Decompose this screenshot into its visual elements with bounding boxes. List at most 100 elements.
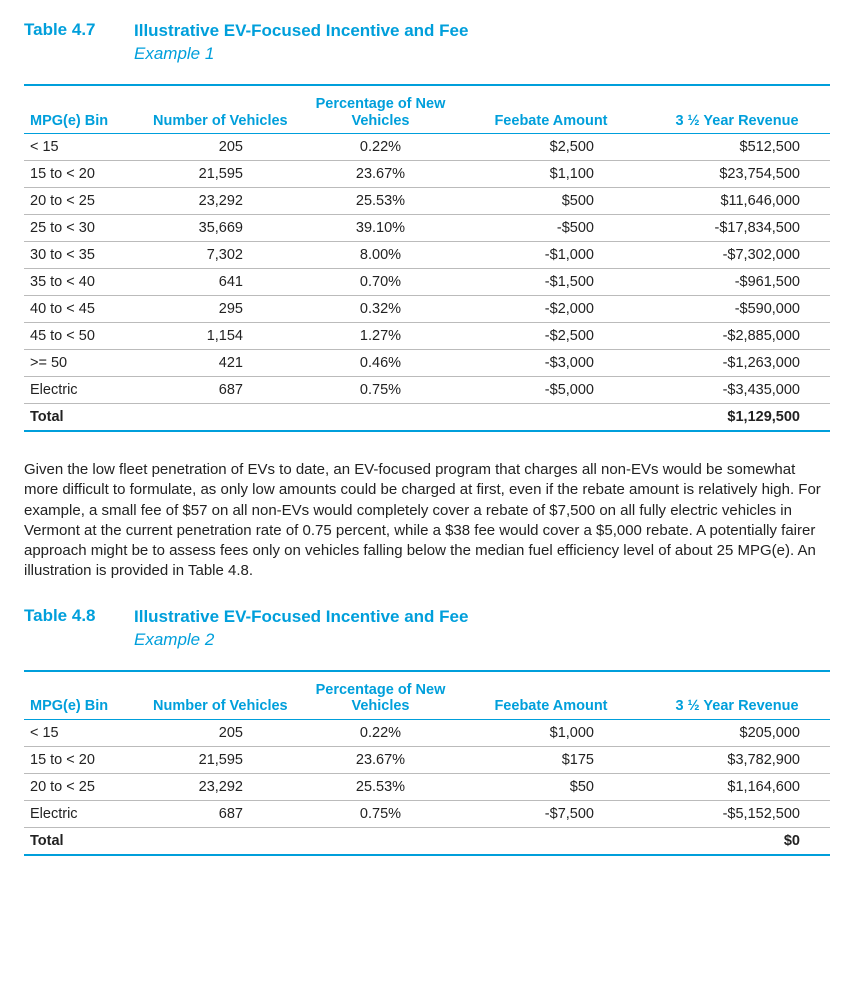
- table-row: < 152050.22%$1,000$205,000: [24, 719, 830, 746]
- cell-revenue: -$590,000: [644, 296, 830, 323]
- cell-pct-new: 0.70%: [303, 269, 458, 296]
- table-row: >= 504210.46%-$3,000-$1,263,000: [24, 350, 830, 377]
- cell-num-vehicles: 21,595: [138, 746, 303, 773]
- cell-pct-new: 0.75%: [303, 377, 458, 404]
- cell-mpg-bin: Electric: [24, 800, 138, 827]
- cell-feebate: -$2,000: [458, 296, 644, 323]
- col-header-revenue: 3 ½ Year Revenue: [644, 676, 830, 720]
- cell-mpg-bin: < 15: [24, 719, 138, 746]
- cell-feebate: -$2,500: [458, 323, 644, 350]
- cell-pct-new: 25.53%: [303, 773, 458, 800]
- cell-feebate: $1,000: [458, 719, 644, 746]
- table-4-8-total-row: Total $0: [24, 827, 830, 855]
- table-4-8: MPG(e) Bin Number of Vehicles Percentage…: [24, 676, 830, 856]
- cell-revenue: $3,782,900: [644, 746, 830, 773]
- table-4-8-title: Illustrative EV-Focused Incentive and Fe…: [134, 606, 830, 628]
- cell-revenue: $1,164,600: [644, 773, 830, 800]
- table-4-7-title-block: Illustrative EV-Focused Incentive and Fe…: [134, 20, 830, 66]
- table-4-8-title-block: Illustrative EV-Focused Incentive and Fe…: [134, 606, 830, 652]
- total-label: Total: [24, 404, 138, 432]
- cell-feebate: $1,100: [458, 161, 644, 188]
- table-4-8-subtitle: Example 2: [134, 628, 830, 652]
- total-revenue: $0: [644, 827, 830, 855]
- table-row: Electric6870.75%-$7,500-$5,152,500: [24, 800, 830, 827]
- cell-num-vehicles: 1,154: [138, 323, 303, 350]
- cell-feebate: $500: [458, 188, 644, 215]
- cell-feebate: -$3,000: [458, 350, 644, 377]
- col-header-pct-new: Percentage of New Vehicles: [303, 90, 458, 134]
- table-row: 30 to < 357,3028.00%-$1,000-$7,302,000: [24, 242, 830, 269]
- col-header-mpg-bin: MPG(e) Bin: [24, 676, 138, 720]
- table-row: 15 to < 2021,59523.67%$1,100$23,754,500: [24, 161, 830, 188]
- col-header-revenue: 3 ½ Year Revenue: [644, 90, 830, 134]
- cell-pct-new: 23.67%: [303, 746, 458, 773]
- cell-num-vehicles: 295: [138, 296, 303, 323]
- cell-revenue: -$961,500: [644, 269, 830, 296]
- table-4-7-title: Illustrative EV-Focused Incentive and Fe…: [134, 20, 830, 42]
- table-4-7-subtitle: Example 1: [134, 42, 830, 66]
- cell-feebate: -$500: [458, 215, 644, 242]
- table-row: 15 to < 2021,59523.67%$175$3,782,900: [24, 746, 830, 773]
- cell-mpg-bin: 15 to < 20: [24, 161, 138, 188]
- table-row: Electric6870.75%-$5,000-$3,435,000: [24, 377, 830, 404]
- cell-feebate: -$1,000: [458, 242, 644, 269]
- cell-num-vehicles: 23,292: [138, 188, 303, 215]
- cell-mpg-bin: Electric: [24, 377, 138, 404]
- cell-feebate: $50: [458, 773, 644, 800]
- cell-mpg-bin: < 15: [24, 134, 138, 161]
- cell-num-vehicles: 205: [138, 719, 303, 746]
- body-paragraph: Given the low fleet penetration of EVs t…: [24, 460, 830, 582]
- cell-num-vehicles: 35,669: [138, 215, 303, 242]
- cell-feebate: $2,500: [458, 134, 644, 161]
- cell-mpg-bin: 25 to < 30: [24, 215, 138, 242]
- table-row: 25 to < 3035,66939.10%-$500-$17,834,500: [24, 215, 830, 242]
- cell-mpg-bin: >= 50: [24, 350, 138, 377]
- cell-num-vehicles: 205: [138, 134, 303, 161]
- table-4-7-header-row: MPG(e) Bin Number of Vehicles Percentage…: [24, 90, 830, 134]
- col-header-num-veh: Number of Vehicles: [138, 676, 303, 720]
- total-revenue: $1,129,500: [644, 404, 830, 432]
- cell-mpg-bin: 30 to < 35: [24, 242, 138, 269]
- table-4-7-total-row: Total $1,129,500: [24, 404, 830, 432]
- cell-revenue: $23,754,500: [644, 161, 830, 188]
- cell-feebate: -$5,000: [458, 377, 644, 404]
- cell-revenue: -$2,885,000: [644, 323, 830, 350]
- cell-pct-new: 0.46%: [303, 350, 458, 377]
- cell-revenue: $512,500: [644, 134, 830, 161]
- cell-mpg-bin: 45 to < 50: [24, 323, 138, 350]
- table-row: < 152050.22%$2,500$512,500: [24, 134, 830, 161]
- cell-revenue: -$17,834,500: [644, 215, 830, 242]
- cell-pct-new: 0.32%: [303, 296, 458, 323]
- table-4-8-caption: Table 4.8 Illustrative EV-Focused Incent…: [24, 606, 830, 652]
- table-4-7-caption: Table 4.7 Illustrative EV-Focused Incent…: [24, 20, 830, 66]
- cell-revenue: -$1,263,000: [644, 350, 830, 377]
- table-4-8-number: Table 4.8: [24, 606, 134, 626]
- cell-mpg-bin: 20 to < 25: [24, 188, 138, 215]
- cell-mpg-bin: 20 to < 25: [24, 773, 138, 800]
- table-4-7-number: Table 4.7: [24, 20, 134, 40]
- cell-pct-new: 0.75%: [303, 800, 458, 827]
- cell-feebate: -$1,500: [458, 269, 644, 296]
- cell-feebate: -$7,500: [458, 800, 644, 827]
- table-row: 35 to < 406410.70%-$1,500-$961,500: [24, 269, 830, 296]
- table-row: 20 to < 2523,29225.53%$50$1,164,600: [24, 773, 830, 800]
- cell-revenue: $11,646,000: [644, 188, 830, 215]
- cell-mpg-bin: 40 to < 45: [24, 296, 138, 323]
- cell-revenue: -$3,435,000: [644, 377, 830, 404]
- cell-num-vehicles: 7,302: [138, 242, 303, 269]
- col-header-feebate: Feebate Amount: [458, 90, 644, 134]
- cell-revenue: $205,000: [644, 719, 830, 746]
- col-header-feebate: Feebate Amount: [458, 676, 644, 720]
- col-header-num-veh: Number of Vehicles: [138, 90, 303, 134]
- col-header-mpg-bin: MPG(e) Bin: [24, 90, 138, 134]
- cell-num-vehicles: 641: [138, 269, 303, 296]
- table-row: 20 to < 2523,29225.53%$500$11,646,000: [24, 188, 830, 215]
- cell-revenue: -$5,152,500: [644, 800, 830, 827]
- cell-pct-new: 8.00%: [303, 242, 458, 269]
- cell-pct-new: 1.27%: [303, 323, 458, 350]
- cell-pct-new: 23.67%: [303, 161, 458, 188]
- cell-pct-new: 0.22%: [303, 719, 458, 746]
- table-4-7: MPG(e) Bin Number of Vehicles Percentage…: [24, 90, 830, 432]
- cell-num-vehicles: 421: [138, 350, 303, 377]
- cell-num-vehicles: 23,292: [138, 773, 303, 800]
